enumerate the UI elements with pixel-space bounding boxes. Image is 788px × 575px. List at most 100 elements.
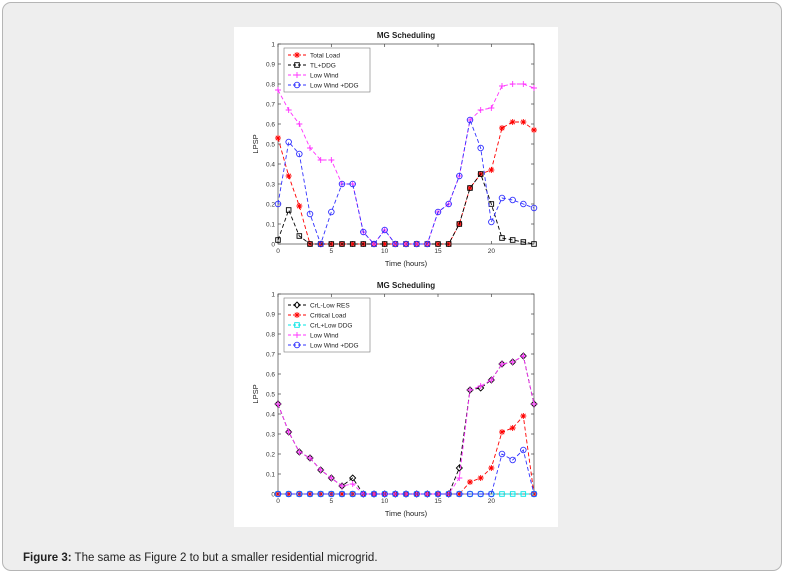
y-tick-label: 0.8 [266,81,275,88]
data-point [520,239,527,245]
data-point [328,241,335,247]
data-point [455,464,463,472]
data-point [509,359,516,365]
data-point [370,490,378,498]
data-point [509,119,516,125]
data-point [467,479,473,485]
data-point [317,240,324,248]
figure-frame: MG Scheduling 0 0.1 0.2 0.3 0.4 0.5 0.6 0.7 0.8 0.… [2,2,782,571]
data-point [339,483,345,489]
data-point [285,429,292,435]
data-point [285,490,292,498]
data-point [307,145,313,151]
figure-panel: MG Scheduling 0 0.1 0.2 0.3 0.4 0.5 0.6 0.7 0.8 0.… [234,27,558,527]
data-point [275,237,281,243]
data-point [296,449,303,455]
data-point [424,490,431,498]
figure-caption: Figure 3: The same as Figure 2 to but a … [23,552,378,564]
y-tick-label: 0.1 [266,221,275,228]
data-point [435,241,441,247]
data-point [531,241,537,247]
legend-marker [293,81,301,89]
data-point [498,450,506,458]
data-point [445,200,452,208]
data-point [477,107,484,113]
data-point [456,475,463,481]
x-tick-label: 5 [330,248,334,255]
legend-marker [294,322,300,328]
data-point [285,491,292,497]
data-point [381,490,388,498]
data-point [456,221,463,227]
legend-label: Low Wind [310,332,339,339]
data-point [520,81,527,87]
caption-text: The same as Figure 2 to but a smaller re… [71,552,378,564]
data-point [317,241,324,247]
data-point [285,107,292,113]
data-point [445,241,452,247]
y-tick-label: 0.3 [266,181,275,188]
y-tick-label: 0.5 [266,391,275,398]
data-point [499,361,505,367]
data-point [477,144,484,152]
data-point [434,208,442,216]
data-point [488,105,495,111]
data-point [381,226,388,234]
data-point [531,401,537,407]
data-point [381,241,388,247]
data-point [381,241,388,247]
data-point [296,233,303,239]
data-point [466,116,474,124]
data-point [509,491,516,497]
y-tick-label: 0.1 [266,471,275,478]
y-tick-label: 0.4 [266,411,275,418]
data-point [285,207,292,213]
x-tick-label: 20 [488,248,496,255]
x-tick-label: 15 [434,498,442,505]
data-point [349,180,356,188]
x-axis-label: Time (hours) [385,259,428,268]
data-point [392,240,399,248]
data-point [349,481,356,487]
legend-label: CrL+Low DDG [310,322,352,329]
y-tick-label: 0.9 [266,61,275,68]
data-point [467,387,473,393]
data-point [530,204,538,212]
data-point [317,467,324,473]
data-point [328,157,335,163]
data-point [477,383,484,389]
data-point [296,203,303,209]
data-point [520,353,527,359]
data-point [285,173,292,179]
data-point [531,85,537,91]
data-point [509,196,516,204]
data-point [488,377,495,383]
y-tick-label: 1 [271,291,275,298]
data-point [413,240,420,248]
data-point [520,200,527,208]
data-point [285,138,292,146]
data-point [456,490,463,498]
data-point [296,150,303,158]
data-point [349,241,356,247]
caption-label: Figure 3: [23,552,72,564]
data-point [328,490,335,498]
y-axis-label: LPSP [251,134,260,153]
data-point [488,465,495,471]
legend-label: Low Wind [310,72,339,79]
data-point [306,490,314,498]
data-point [498,194,506,202]
y-tick-label: 1 [271,41,275,48]
data-point [307,241,313,247]
data-point [402,490,410,498]
legend-label: Low Wind +DDG [310,82,359,89]
chart-title: MG Scheduling [377,31,435,40]
y-tick-label: 0.6 [266,121,275,128]
data-point [509,237,516,243]
y-tick-label: 0.5 [266,141,275,148]
data-point [402,240,410,248]
legend-marker [294,62,300,68]
data-point [435,241,441,247]
y-tick-label: 0.9 [266,311,275,318]
data-point [488,490,495,498]
